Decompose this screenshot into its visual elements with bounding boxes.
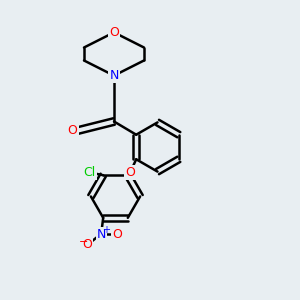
- Text: O: O: [109, 26, 119, 39]
- Text: Cl: Cl: [84, 166, 96, 179]
- Text: O: O: [82, 238, 92, 251]
- Text: O: O: [112, 228, 122, 241]
- Text: N: N: [109, 69, 119, 82]
- Text: +: +: [102, 225, 110, 235]
- Text: −: −: [78, 237, 88, 248]
- Text: O: O: [68, 124, 77, 137]
- Text: N: N: [97, 228, 106, 241]
- Text: O: O: [125, 166, 135, 179]
